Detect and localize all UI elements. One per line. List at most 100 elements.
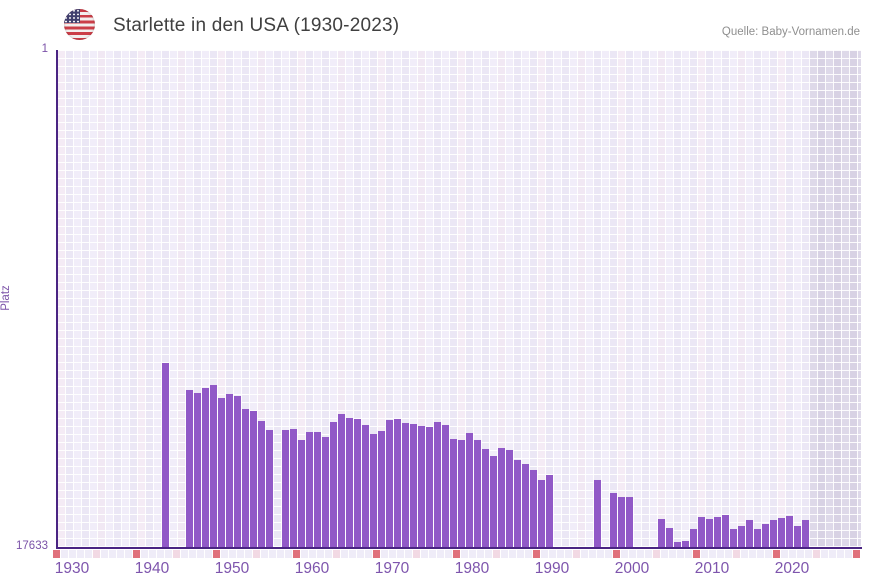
bar-2020[interactable] xyxy=(785,515,793,547)
ruler-cell xyxy=(557,550,564,558)
bar-1965[interactable] xyxy=(345,418,353,547)
bar-2016[interactable] xyxy=(753,529,761,547)
ruler-cell xyxy=(733,550,740,558)
ruler-cell xyxy=(253,550,260,558)
bar-1976[interactable] xyxy=(433,422,441,547)
bar-1950[interactable] xyxy=(225,393,233,547)
bar-1953[interactable] xyxy=(249,411,257,547)
ruler-cell xyxy=(437,550,444,558)
ruler-cell xyxy=(469,550,476,558)
bar-2009[interactable] xyxy=(697,517,705,547)
bar-2018[interactable] xyxy=(769,520,777,547)
bar-1985[interactable] xyxy=(505,449,513,547)
bar-1999[interactable] xyxy=(617,497,625,547)
bar-1947[interactable] xyxy=(201,388,209,547)
bar-1978[interactable] xyxy=(449,439,457,547)
bar-2014[interactable] xyxy=(737,526,745,547)
bar-1974[interactable] xyxy=(417,425,425,547)
ruler-cell xyxy=(149,550,156,558)
bar-1981[interactable] xyxy=(473,440,481,547)
bar-1989[interactable] xyxy=(537,479,545,547)
bar-2008[interactable] xyxy=(689,529,697,547)
bar-1962[interactable] xyxy=(321,436,329,547)
ruler-cell xyxy=(653,550,660,558)
bar-1977[interactable] xyxy=(441,424,449,547)
ruler-cell xyxy=(685,550,692,558)
bar-2015[interactable] xyxy=(745,520,753,547)
bar-1986[interactable] xyxy=(513,460,521,547)
bar-2022[interactable] xyxy=(801,520,809,547)
ruler-cell xyxy=(813,550,820,558)
ruler-major-cell xyxy=(693,550,700,558)
bar-1983[interactable] xyxy=(489,455,497,547)
bar-1980[interactable] xyxy=(465,433,473,547)
x-axis-line xyxy=(56,547,862,549)
bar-1952[interactable] xyxy=(241,409,249,547)
ruler-cell xyxy=(261,550,268,558)
bar-1960[interactable] xyxy=(305,431,313,547)
ruler-cell xyxy=(749,550,756,558)
ruler-major-cell xyxy=(773,550,780,558)
bar-1975[interactable] xyxy=(425,427,433,547)
bar-2006[interactable] xyxy=(673,542,681,547)
ruler-cell xyxy=(477,550,484,558)
bar-1946[interactable] xyxy=(193,393,201,547)
bar-2007[interactable] xyxy=(681,540,689,547)
bar-1996[interactable] xyxy=(593,480,601,547)
bar-1970[interactable] xyxy=(385,420,393,547)
x-tick-label-1930: 1930 xyxy=(54,560,90,577)
bar-1957[interactable] xyxy=(281,430,289,547)
bar-2005[interactable] xyxy=(665,528,673,547)
bar-1982[interactable] xyxy=(481,448,489,547)
bar-1954[interactable] xyxy=(257,420,265,547)
bar-1972[interactable] xyxy=(401,423,409,547)
ruler-cell xyxy=(285,550,292,558)
ruler-cell xyxy=(541,550,548,558)
bar-1958[interactable] xyxy=(289,429,297,547)
bar-2004[interactable] xyxy=(657,519,665,547)
x-tick-label-1970: 1970 xyxy=(374,560,410,577)
bar-1968[interactable] xyxy=(369,433,377,547)
bar-1990[interactable] xyxy=(545,475,553,547)
bar-1948[interactable] xyxy=(209,385,217,547)
bar-1973[interactable] xyxy=(409,424,417,547)
ruler-cell xyxy=(549,550,556,558)
bar-1961[interactable] xyxy=(313,431,321,547)
bar-1971[interactable] xyxy=(393,418,401,547)
ruler-cell xyxy=(629,550,636,558)
ruler-cell xyxy=(845,550,852,558)
bar-2010[interactable] xyxy=(705,519,713,547)
bar-1987[interactable] xyxy=(521,464,529,547)
bar-2019[interactable] xyxy=(777,518,785,547)
bar-2012[interactable] xyxy=(721,515,729,547)
bar-1959[interactable] xyxy=(297,440,305,547)
bar-1964[interactable] xyxy=(337,413,345,547)
bar-1966[interactable] xyxy=(353,419,361,547)
ruler-cell xyxy=(701,550,708,558)
bar-1942[interactable] xyxy=(161,362,169,547)
bar-1955[interactable] xyxy=(265,429,273,547)
bar-1963[interactable] xyxy=(329,422,337,547)
ruler-cell xyxy=(349,550,356,558)
bar-2021[interactable] xyxy=(793,526,801,547)
bar-1988[interactable] xyxy=(529,469,537,547)
y-axis-line xyxy=(56,50,58,549)
bar-1945[interactable] xyxy=(185,389,193,547)
ruler-cell xyxy=(69,550,76,558)
bar-1969[interactable] xyxy=(377,431,385,547)
bar-2000[interactable] xyxy=(625,497,633,547)
bar-1979[interactable] xyxy=(457,439,465,547)
ruler-cell xyxy=(277,550,284,558)
bar-2011[interactable] xyxy=(713,517,721,547)
ruler-cell xyxy=(461,550,468,558)
ruler-cell xyxy=(501,550,508,558)
bar-1949[interactable] xyxy=(217,398,225,547)
ruler-cell xyxy=(61,550,68,558)
bar-2013[interactable] xyxy=(729,529,737,547)
bar-1951[interactable] xyxy=(233,396,241,547)
bar-1984[interactable] xyxy=(497,447,505,547)
y-axis-top-tick-label: 1 xyxy=(41,43,48,55)
bar-2017[interactable] xyxy=(761,524,769,547)
bar-1967[interactable] xyxy=(361,425,369,547)
bar-1998[interactable] xyxy=(609,493,617,547)
